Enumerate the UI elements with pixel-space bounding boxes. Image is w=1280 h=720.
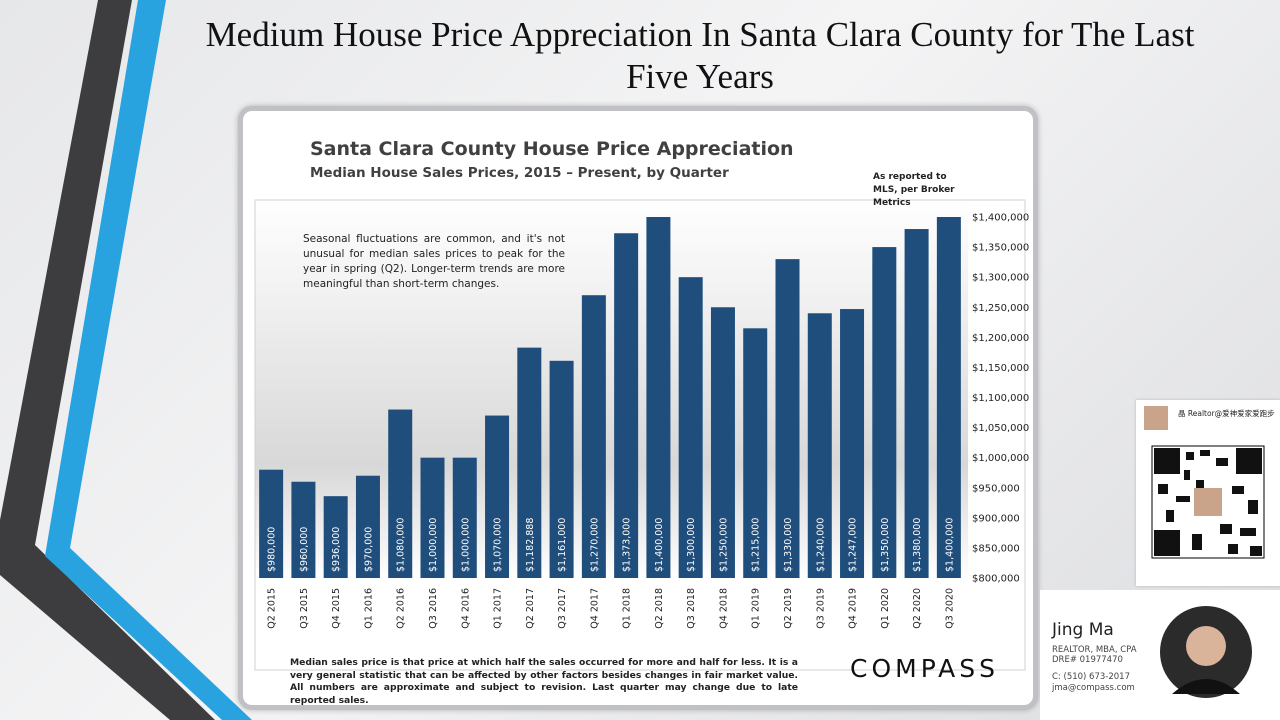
x-tick-label: Q3 2019 [815, 588, 826, 629]
y-tick-label: $800,000 [972, 574, 1020, 585]
chart-border [254, 199, 1026, 671]
bar [388, 409, 413, 578]
value-label: $1,400,000 [654, 518, 665, 572]
agent-email: jma@compass.com [1052, 683, 1135, 693]
bar [936, 217, 961, 578]
x-tick-label: Q2 2017 [525, 588, 536, 629]
x-tick-label: Q3 2020 [944, 588, 955, 629]
y-tick-label: $1,400,000 [972, 213, 1029, 224]
bar [259, 469, 284, 578]
qr-name: 晶 Realtor@爱神爱家爱跑步 [1178, 409, 1275, 418]
x-tick-label: Q4 2015 [331, 588, 342, 629]
value-label: $1,400,000 [944, 518, 955, 572]
x-tick-label: Q2 2018 [654, 588, 665, 629]
value-label: $1,270,000 [589, 518, 600, 572]
brand-logo: COMPASS [850, 654, 1000, 683]
x-tick-label: Q1 2019 [751, 588, 762, 629]
agent-photo [1160, 606, 1252, 698]
value-label: $1,161,000 [557, 518, 568, 572]
x-tick-label: Q4 2018 [718, 588, 729, 629]
value-label: $1,300,000 [686, 518, 697, 572]
bar [355, 475, 380, 578]
value-label: $970,000 [363, 527, 374, 572]
bar [291, 481, 316, 578]
value-label: $1,380,000 [912, 518, 923, 572]
value-label: $1,330,000 [783, 518, 794, 572]
y-tick-label: $1,050,000 [972, 423, 1029, 434]
x-tick-label: Q2 2019 [783, 588, 794, 629]
x-tick-label: Q1 2017 [493, 588, 504, 629]
x-tick-label: Q1 2018 [622, 588, 633, 629]
y-tick-label: $1,150,000 [972, 363, 1029, 374]
annotation: Seasonal fluctuations are common, and it… [303, 233, 565, 290]
footnote: Median sales price is that price at whic… [290, 657, 798, 706]
value-label: $1,350,000 [880, 518, 891, 572]
qr-graphic [1144, 406, 1265, 559]
y-tick-label: $950,000 [972, 483, 1020, 494]
value-label: $980,000 [267, 527, 278, 572]
bar [485, 415, 510, 578]
bar [872, 247, 897, 579]
value-label: $1,250,000 [718, 518, 729, 572]
x-tick-label: Q1 2016 [363, 588, 374, 629]
bar [904, 229, 929, 579]
value-label: $1,182,888 [525, 518, 536, 572]
x-tick-label: Q1 2020 [880, 588, 891, 629]
value-label: $1,080,000 [396, 518, 407, 572]
bar [581, 295, 606, 578]
bar [517, 347, 542, 578]
y-tick-label: $1,200,000 [972, 333, 1029, 344]
bar [775, 259, 800, 578]
x-tick-label: Q2 2016 [396, 588, 407, 629]
y-tick-label: $1,350,000 [972, 243, 1029, 254]
agent-phone: C: (510) 673-2017 [1052, 672, 1130, 682]
slide-title: Medium House Price Appreciation In Santa… [205, 15, 1195, 96]
agent-license: DRE# 01977470 [1052, 655, 1123, 665]
value-label: $960,000 [299, 527, 310, 572]
chart-title: Santa Clara County House Price Appreciat… [310, 138, 794, 160]
y-tick-label: $1,100,000 [972, 393, 1029, 404]
x-tick-label: Q4 2019 [848, 588, 859, 629]
y-tick-label: $1,250,000 [972, 303, 1029, 314]
value-label: $936,000 [331, 527, 342, 572]
agent-name: Jing Ma [1052, 620, 1114, 640]
bar [678, 277, 703, 578]
bar [743, 328, 768, 578]
chart-subtitle: Median House Sales Prices, 2015 – Presen… [310, 165, 729, 181]
bar [807, 313, 832, 578]
x-tick-label: Q4 2017 [589, 588, 600, 629]
bar [420, 457, 445, 578]
bar [710, 307, 735, 578]
y-tick-label: $1,000,000 [972, 453, 1029, 464]
bar [549, 360, 574, 578]
x-tick-label: Q3 2016 [428, 588, 439, 629]
bar [614, 233, 639, 578]
x-tick-label: Q2 2015 [267, 588, 278, 629]
x-tick-label: Q3 2017 [557, 588, 568, 629]
value-label: $1,240,000 [815, 518, 826, 572]
y-tick-label: $1,300,000 [972, 273, 1029, 284]
value-label: $1,000,000 [460, 518, 471, 572]
value-label: $1,000,000 [428, 518, 439, 572]
x-tick-label: Q3 2018 [686, 588, 697, 629]
value-label: $1,373,000 [622, 518, 633, 572]
bar [452, 457, 477, 578]
bar [840, 309, 865, 578]
source-note: As reported to MLS, per Broker Metrics [873, 172, 955, 208]
value-label: $1,215,000 [751, 518, 762, 572]
bar [323, 496, 348, 578]
x-tick-label: Q2 2020 [912, 588, 923, 629]
decor-stripes [0, 0, 252, 720]
y-tick-label: $900,000 [972, 513, 1020, 524]
y-tick-label: $850,000 [972, 543, 1020, 554]
bar [646, 217, 671, 578]
value-label: $1,247,000 [848, 518, 859, 572]
qr-card [1136, 400, 1280, 586]
x-tick-label: Q4 2016 [460, 588, 471, 629]
value-label: $1,070,000 [493, 518, 504, 572]
x-tick-label: Q3 2015 [299, 588, 310, 629]
agent-credentials: REALTOR, MBA, CPA [1052, 645, 1137, 655]
